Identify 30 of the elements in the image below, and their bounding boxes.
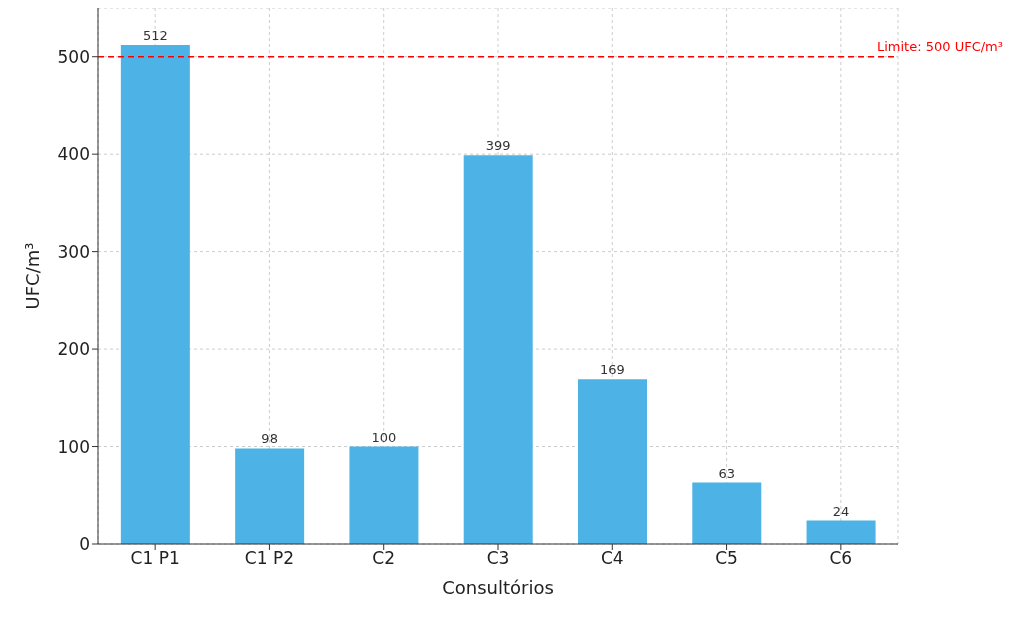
bar — [463, 155, 533, 544]
x-tick-label: C6 — [829, 548, 853, 569]
data-label: 63 — [718, 465, 736, 481]
bar — [235, 448, 305, 544]
x-tick-label: C1 P2 — [244, 548, 295, 569]
data-label: 98 — [261, 431, 278, 447]
x-tick-label: C3 — [486, 548, 510, 569]
y-tick-label: 400 — [57, 144, 90, 165]
y-tick-label: 100 — [57, 436, 90, 457]
data-label: 100 — [371, 429, 397, 445]
x-tick-label: C5 — [715, 548, 738, 569]
x-tick-label: C2 — [372, 548, 396, 569]
data-label: 24 — [832, 503, 850, 519]
x-tick-label: C4 — [600, 548, 624, 569]
data-label: 399 — [485, 138, 511, 154]
data-label: 512 — [142, 28, 168, 44]
bar — [806, 520, 876, 544]
bar — [349, 446, 419, 544]
x-axis-title: Consultórios — [442, 577, 554, 598]
y-tick-label: 300 — [57, 241, 90, 262]
y-tick-label: 0 — [79, 534, 90, 555]
bar — [120, 45, 190, 544]
y-tick-label: 200 — [57, 339, 90, 360]
ref-line-label: Limite: 500 UFC/m³ — [876, 38, 1003, 54]
data-label: 169 — [600, 362, 625, 378]
bar — [578, 379, 647, 544]
y-tick-label: 500 — [57, 46, 90, 67]
bar — [692, 482, 762, 544]
y-axis-title: UFC/m³ — [22, 242, 44, 310]
x-tick-label: C1 P1 — [130, 548, 180, 569]
